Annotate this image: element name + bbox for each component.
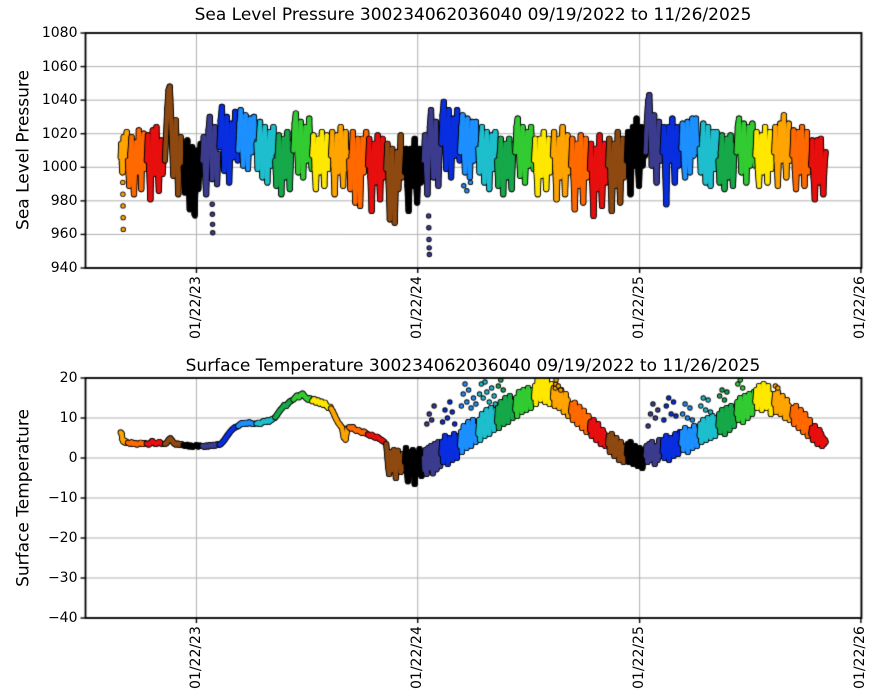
pressure-chart-title: Sea Level Pressure 300234062036040 09/19…: [194, 5, 752, 25]
x-tick-label: 01/22/26: [852, 275, 869, 339]
y-tick-label: 10: [59, 410, 78, 426]
temperature-chart-title: Surface Temperature 300234062036040 09/1…: [185, 356, 761, 376]
y-tick-label: −30: [47, 570, 78, 586]
x-tick-label: 01/22/23: [187, 625, 204, 689]
y-tick-label: 1060: [41, 58, 78, 75]
y-tick-label: 1000: [41, 159, 78, 176]
y-tick-label: 960: [50, 226, 78, 243]
x-tick-label: 01/22/23: [187, 275, 204, 339]
y-tick-label: −10: [47, 490, 78, 506]
y-tick-label: 980: [50, 192, 78, 209]
y-tick-label: −40: [47, 610, 78, 626]
y-tick-label: 0: [68, 450, 78, 466]
y-tick-label: −20: [47, 530, 78, 546]
y-tick-label: 1080: [41, 25, 78, 41]
y-tick-label: 1040: [41, 92, 78, 109]
x-tick-label: 01/22/25: [631, 625, 648, 689]
x-tick-label: 01/22/24: [409, 275, 426, 339]
y-tick-label: 940: [50, 260, 78, 276]
y-tick-label: 1020: [41, 125, 78, 142]
x-tick-label: 01/22/26: [852, 625, 869, 689]
x-tick-label: 01/22/24: [409, 625, 426, 689]
x-tick-label: 01/22/25: [631, 275, 648, 339]
y-tick-label: 20: [59, 370, 78, 386]
